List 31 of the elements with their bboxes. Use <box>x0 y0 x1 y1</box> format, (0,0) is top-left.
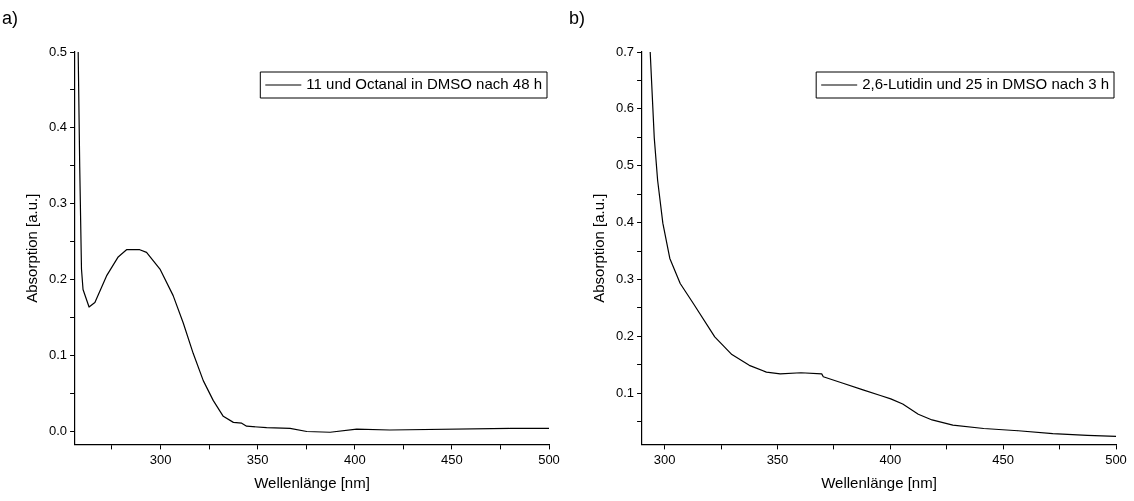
x-tick-label: 350 <box>766 451 789 467</box>
y-axis-title: Absorption [a.u.] <box>23 193 41 303</box>
x-tick-label: 500 <box>538 451 560 467</box>
y-tick-label: 0.2 <box>48 271 68 287</box>
y-tick-label: 0.6 <box>615 100 635 116</box>
x-tick-label: 450 <box>992 451 1015 467</box>
y-tick-label: 0.7 <box>615 43 635 59</box>
y-axis-title: Absorption [a.u.] <box>590 193 608 303</box>
x-axis-title: Wellenlänge [nm] <box>821 474 937 492</box>
y-tick-label: 0.2 <box>615 327 635 343</box>
legend-label: 11 und Octanal in DMSO nach 48 h <box>306 75 543 93</box>
y-tick-label: 0.3 <box>615 271 635 287</box>
y-tick-label: 0.5 <box>615 157 635 173</box>
x-tick-label: 300 <box>149 451 172 467</box>
text: b) <box>569 8 586 29</box>
y-tick-label: 0.4 <box>48 119 68 135</box>
x-tick-label: 400 <box>879 451 902 467</box>
y-tick-label: 0.1 <box>48 347 68 363</box>
y-tick-label: 0.4 <box>615 214 635 230</box>
text: 0.0 <box>48 423 68 439</box>
y-tick-label: 0.3 <box>48 195 68 211</box>
x-axis-title: Wellenlänge [nm] <box>254 474 370 492</box>
x-tick-label: 400 <box>343 451 366 467</box>
x-tick-label: 350 <box>246 451 269 467</box>
y-tick-label: 0.5 <box>48 43 68 59</box>
legend-label: 2,6-Lutidin und 25 in DMSO nach 3 h <box>862 75 1110 93</box>
x-tick-label: 500 <box>1105 451 1127 467</box>
x-tick-label: 450 <box>441 451 463 467</box>
x-tick-label: 300 <box>653 451 676 467</box>
y-tick-label: 0.1 <box>615 384 635 400</box>
text: a) <box>2 8 19 29</box>
